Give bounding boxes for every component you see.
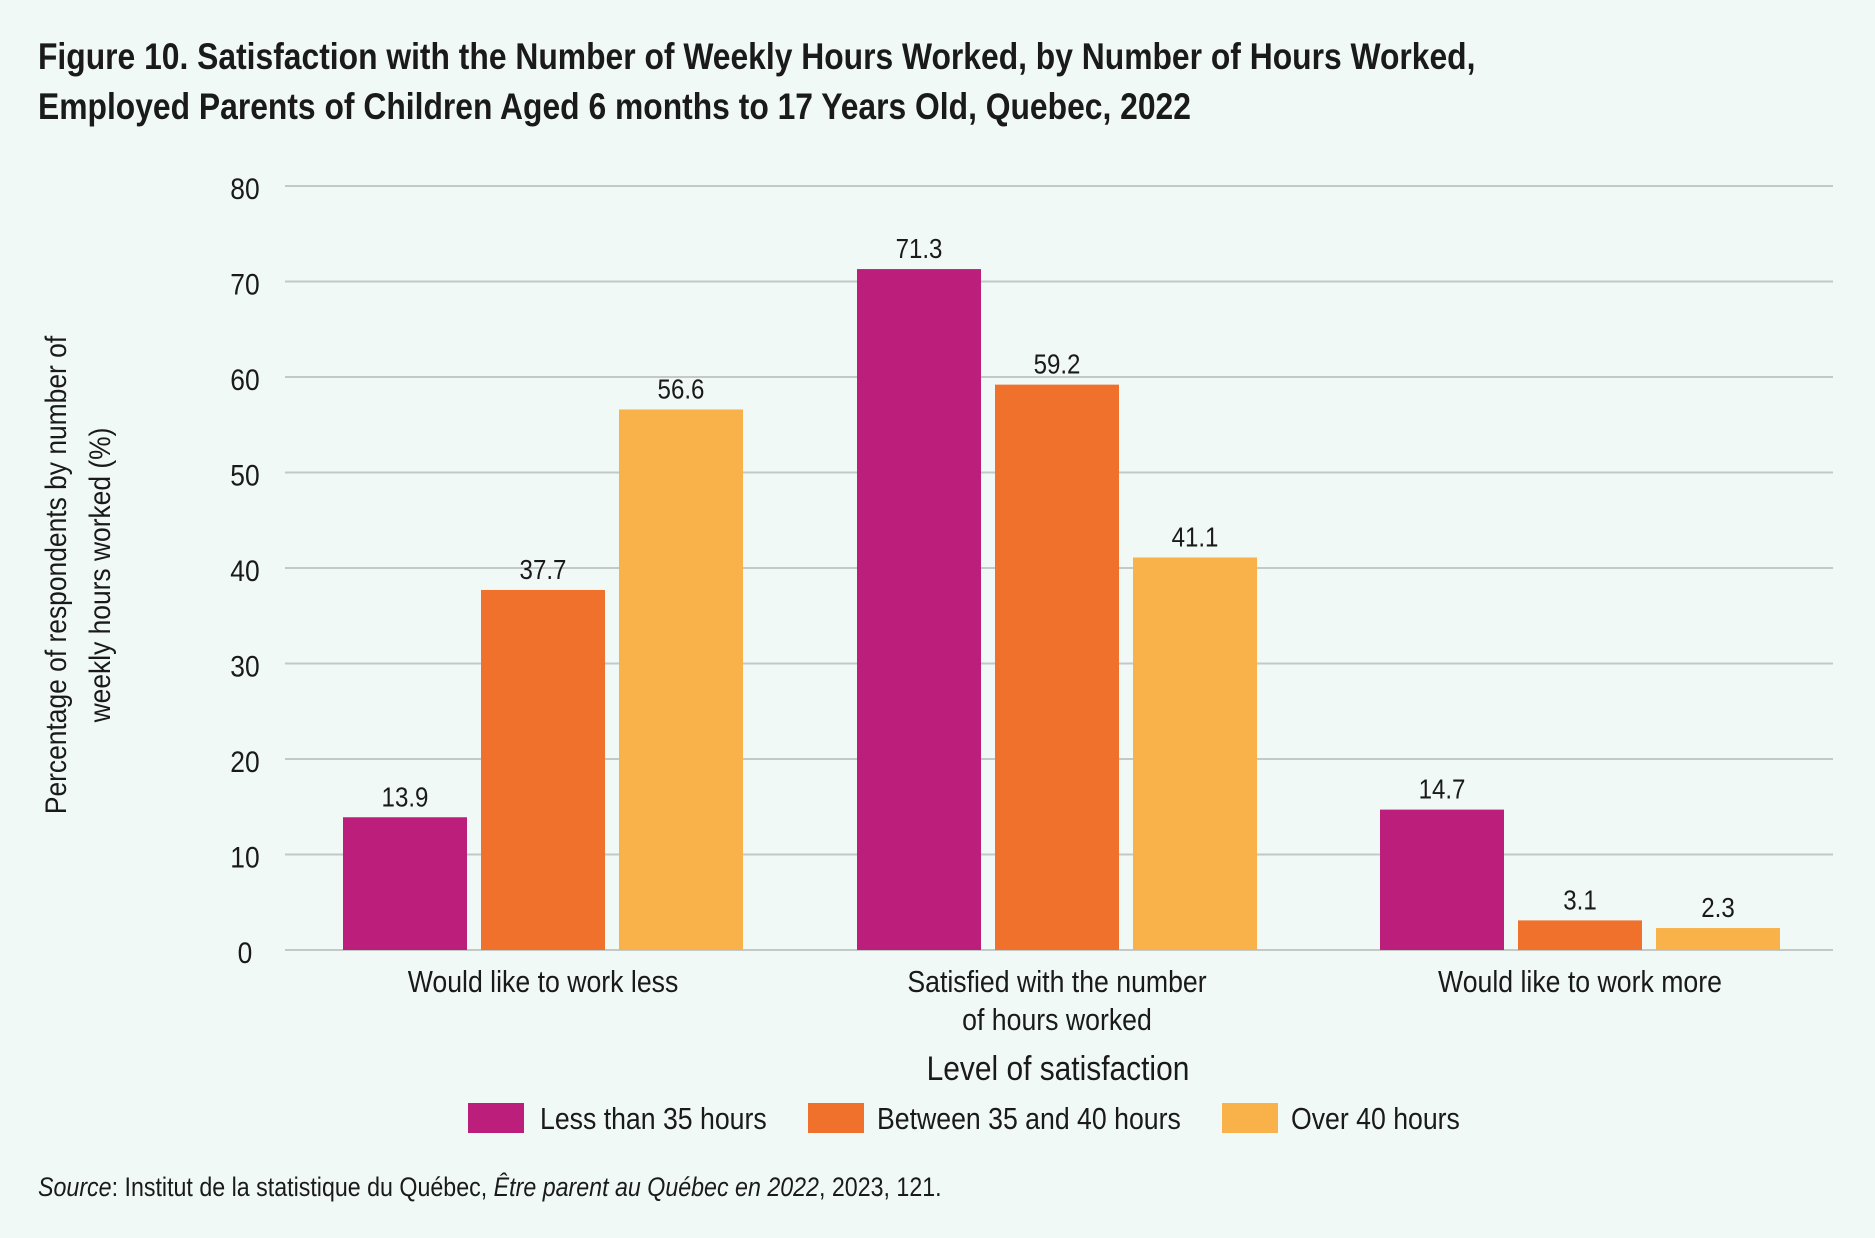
- legend-label: Less than 35 hours: [540, 1102, 767, 1136]
- x-category-label: of hours worked: [962, 1003, 1152, 1037]
- data-label: 41.1: [1172, 521, 1219, 553]
- data-label: 2.3: [1701, 891, 1734, 923]
- bar: [481, 589, 605, 950]
- bar: [619, 409, 743, 951]
- data-label: 59.2: [1034, 348, 1081, 380]
- x-category-label: Satisfied with the number: [907, 965, 1207, 999]
- data-label: 13.9: [382, 781, 429, 813]
- source-text-1: : Institut de la statistique du Québec,: [111, 1172, 494, 1202]
- bar: [1380, 809, 1504, 950]
- y-tick-label: 30: [230, 649, 259, 683]
- source-text-2: , 2023, 121.: [818, 1172, 942, 1202]
- chart-title-line-2: Employed Parents of Children Aged 6 mont…: [38, 86, 1191, 127]
- bar-chart: 0 10 20 30 40 50 60 70 80 13.9 37.7 56.6 Would like …: [38, 171, 1833, 1137]
- source-note: Source: Institut de la statistique du Qu…: [38, 1172, 942, 1203]
- y-tick-label: 80: [230, 171, 259, 205]
- y-axis-title: Percentage of respondents by number of: [38, 336, 72, 814]
- data-label: 3.1: [1563, 884, 1596, 916]
- y-tick-label: 70: [230, 267, 259, 301]
- x-category-label: Would like to work more: [1438, 965, 1722, 999]
- x-category-label: Would like to work less: [408, 965, 679, 999]
- y-tick-label: 50: [230, 458, 259, 492]
- bar: [857, 269, 981, 951]
- y-tick-label: 60: [230, 362, 259, 396]
- y-tick-label: 40: [230, 553, 259, 587]
- data-label: 14.7: [1419, 773, 1466, 805]
- chart-title-line-1: Figure 10. Satisfaction with the Number …: [38, 36, 1476, 77]
- legend-swatch: [468, 1103, 524, 1133]
- y-tick-label: 10: [230, 840, 259, 874]
- bar: [1656, 928, 1780, 950]
- legend-swatch: [808, 1103, 864, 1133]
- bar: [1133, 557, 1257, 950]
- source-label: Source: [38, 1172, 112, 1202]
- legend-label: Between 35 and 40 hours: [877, 1102, 1181, 1136]
- data-label: 37.7: [520, 553, 567, 585]
- data-label: 56.6: [658, 373, 705, 405]
- x-axis-title: Level of satisfaction: [927, 1049, 1190, 1087]
- data-label: 71.3: [896, 232, 943, 264]
- source-publication: Être parent au Québec en 2022: [493, 1172, 819, 1202]
- bar: [995, 384, 1119, 950]
- y-axis-title: weekly hours worked (%): [82, 428, 116, 724]
- legend-swatch: [1222, 1103, 1278, 1133]
- y-tick-label: 20: [230, 744, 259, 778]
- y-tick-label: 0: [238, 935, 253, 969]
- bar: [1518, 920, 1642, 950]
- chart-title: Figure 10. Satisfaction with the Number …: [38, 32, 1586, 132]
- bar: [343, 817, 467, 950]
- legend-label: Over 40 hours: [1291, 1102, 1460, 1136]
